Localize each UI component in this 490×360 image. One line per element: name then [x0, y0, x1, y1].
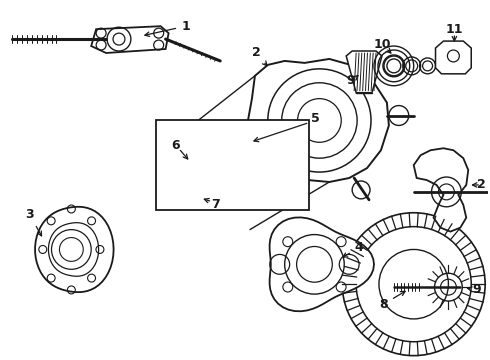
Text: 1: 1 — [145, 20, 190, 36]
Polygon shape — [436, 41, 471, 74]
Text: 5: 5 — [311, 112, 320, 125]
FancyBboxPatch shape — [156, 121, 310, 210]
Text: 2: 2 — [477, 179, 486, 192]
Text: 3: 3 — [25, 208, 42, 236]
Polygon shape — [248, 59, 389, 182]
Text: 4: 4 — [343, 241, 364, 257]
Polygon shape — [91, 26, 169, 53]
Text: 6: 6 — [171, 139, 180, 152]
Polygon shape — [35, 207, 114, 292]
Text: 9: 9 — [472, 283, 481, 296]
Text: 7: 7 — [211, 198, 220, 211]
Text: 8: 8 — [380, 291, 405, 311]
Text: 2: 2 — [251, 46, 267, 66]
Text: 10: 10 — [373, 37, 391, 50]
Polygon shape — [414, 148, 468, 231]
Text: 9: 9 — [347, 74, 355, 87]
Polygon shape — [270, 217, 374, 311]
Polygon shape — [346, 51, 382, 93]
Text: 11: 11 — [445, 23, 463, 36]
